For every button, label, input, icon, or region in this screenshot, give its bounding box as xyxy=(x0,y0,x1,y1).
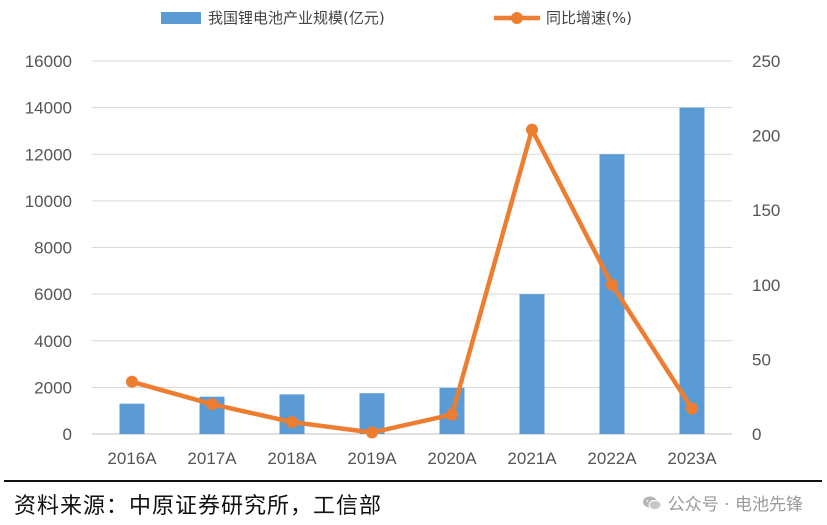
legend-line-label: 同比增速(%) xyxy=(546,9,632,27)
bar xyxy=(599,154,625,434)
x-tick-label: 2016A xyxy=(107,449,157,468)
right-tick-label: 250 xyxy=(752,52,780,71)
x-tick-label: 2018A xyxy=(267,449,317,468)
left-tick-label: 0 xyxy=(63,425,72,444)
line-point xyxy=(686,402,698,415)
x-axis: 2016A 2017A 2018A 2019A 2020A 2021A 2022A 2023A xyxy=(107,449,717,468)
left-tick-label: 8000 xyxy=(34,239,72,258)
x-tick-label: 2021A xyxy=(507,449,557,468)
line-point xyxy=(446,408,458,421)
gridlines xyxy=(92,60,732,435)
x-tick-label: 2019A xyxy=(347,449,397,468)
watermark-text: 公众号 · 电池先锋 xyxy=(667,495,803,515)
line-point xyxy=(366,426,378,439)
series-line xyxy=(129,127,695,435)
line-point xyxy=(126,375,138,388)
left-tick-label: 10000 xyxy=(25,192,72,211)
line-series xyxy=(126,123,698,439)
bar xyxy=(119,403,145,434)
legend-bar-label: 我国锂电池产业规模(亿元) xyxy=(208,9,385,27)
bar-series xyxy=(119,107,705,434)
left-tick-label: 16000 xyxy=(25,52,72,71)
bar xyxy=(519,294,545,434)
wechat-icon xyxy=(642,496,662,510)
right-tick-label: 150 xyxy=(752,201,780,220)
legend-bar-swatch xyxy=(161,12,201,24)
left-tick-label: 12000 xyxy=(25,145,72,164)
left-tick-label: 6000 xyxy=(34,285,72,304)
x-tick-label: 2023A xyxy=(667,449,717,468)
line-point xyxy=(206,398,218,411)
watermark: 公众号 · 电池先锋 xyxy=(642,490,803,515)
left-tick-label: 4000 xyxy=(34,332,72,351)
line-point xyxy=(606,278,618,291)
left-tick-label: 14000 xyxy=(25,99,72,118)
x-tick-label: 2022A xyxy=(587,449,637,468)
source-note: 资料来源：中原证券研究所，工信部 xyxy=(14,494,383,519)
line-point xyxy=(286,416,298,429)
right-tick-label: 200 xyxy=(752,127,780,146)
right-axis: 0 50 100 150 200 250 xyxy=(752,52,780,444)
left-tick-label: 2000 xyxy=(34,378,72,397)
right-tick-label: 50 xyxy=(752,350,771,369)
right-tick-label: 0 xyxy=(752,425,761,444)
line-point xyxy=(526,123,538,136)
combo-chart: 0 2000 4000 6000 8000 10000 12000 14000 16000 0 5… xyxy=(25,9,781,468)
legend-line-marker xyxy=(511,12,523,24)
right-tick-label: 100 xyxy=(752,276,780,295)
x-tick-label: 2017A xyxy=(187,449,237,468)
left-axis: 0 2000 4000 6000 8000 10000 12000 14000 16000 xyxy=(25,52,72,444)
x-tick-label: 2020A xyxy=(427,449,477,468)
bar xyxy=(679,107,705,434)
divider-line xyxy=(4,480,822,482)
legend: 我国锂电池产业规模(亿元) 同比增速(%) xyxy=(161,9,632,27)
